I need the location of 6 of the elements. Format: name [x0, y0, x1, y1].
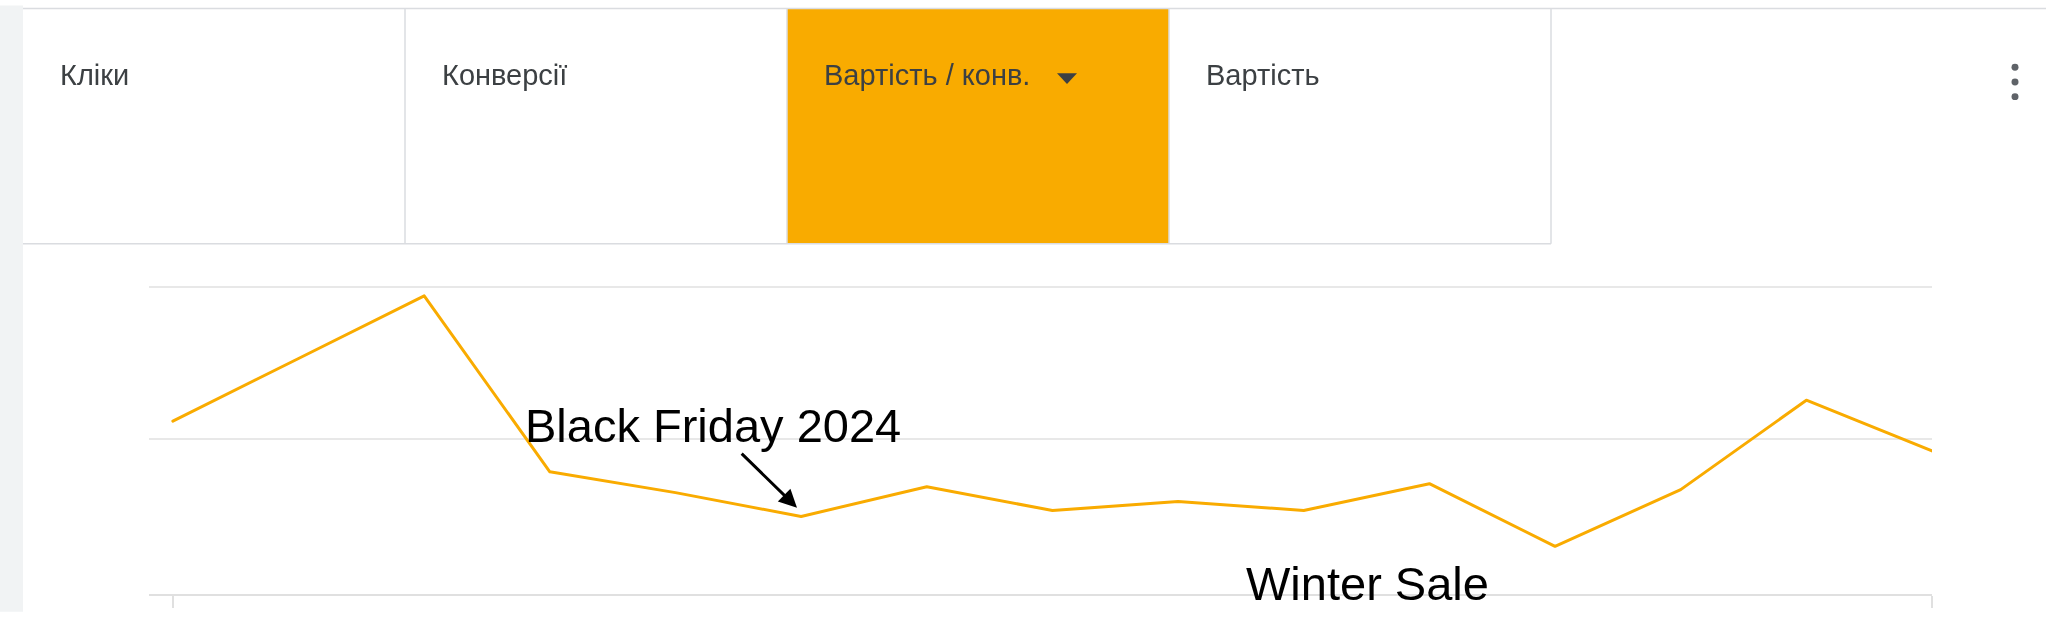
category-label: Кліки — [60, 59, 130, 91]
annotation: Black Friday 2024 — [525, 399, 902, 452]
category-label: Вартість — [1206, 59, 1320, 91]
annotation: Winter Sale — [1246, 557, 1489, 610]
category-label: Вартість / конв. — [824, 59, 1031, 91]
category-label: Конверсії — [442, 59, 568, 91]
